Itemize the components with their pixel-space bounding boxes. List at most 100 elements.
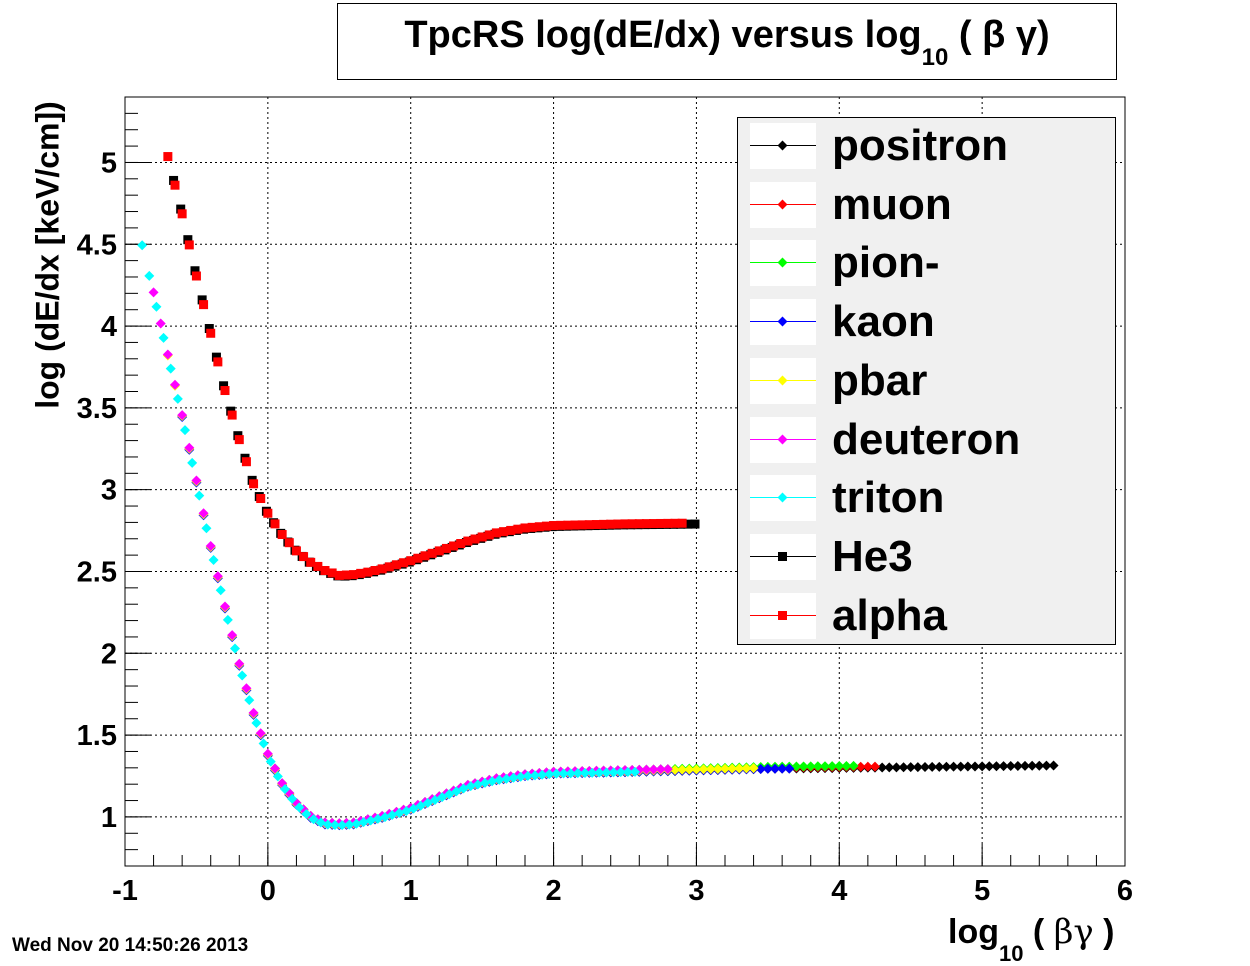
chart-title-main: TpcRS log(dE/dx) versus log [404, 14, 922, 56]
data-point-triton [522, 770, 533, 781]
data-point-alpha [177, 209, 187, 219]
data-point-pbar [720, 763, 730, 774]
data-point-muon [870, 761, 880, 772]
data-point-alpha [563, 520, 573, 530]
x-tick-label: 2 [546, 875, 562, 907]
data-point-triton [301, 808, 312, 819]
data-point-alpha [534, 522, 544, 532]
legend-swatch-marker [777, 434, 788, 444]
legend-label: alpha [832, 590, 947, 640]
data-point-pion- [827, 761, 838, 772]
y-tick-label: 2 [101, 638, 117, 670]
data-point-triton [622, 767, 633, 778]
data-point-alpha [541, 521, 551, 531]
data-point-triton [551, 768, 562, 779]
data-point-pion- [820, 761, 830, 772]
data-point-kaon [770, 763, 780, 774]
data-point-triton [587, 767, 598, 778]
data-point-alpha [484, 530, 494, 540]
legend-swatch [750, 416, 816, 463]
data-point-alpha [184, 240, 194, 250]
data-point-kaon [755, 763, 766, 774]
data-point-alpha [477, 532, 487, 542]
data-point-triton [344, 819, 355, 830]
data-point-deuteron [212, 571, 223, 582]
data-point-alpha [320, 566, 330, 576]
data-point-triton [337, 820, 348, 831]
data-point-deuteron [255, 728, 266, 739]
data-point-pbar [727, 763, 738, 774]
data-point-pion- [798, 761, 809, 772]
data-point-alpha [670, 518, 680, 528]
data-point-alpha [227, 410, 237, 420]
x-axis-title-greek: βγ [1053, 912, 1094, 952]
data-point-alpha [313, 561, 323, 571]
data-point-pbar [741, 763, 752, 774]
x-axis-title-post: ( [1023, 913, 1054, 951]
chart-title-rest: ( β γ) [948, 14, 1050, 56]
data-point-deuteron [162, 349, 173, 360]
data-point-pbar [684, 764, 695, 775]
data-point-kaon [777, 763, 788, 774]
data-point-deuteron [662, 764, 673, 775]
data-point-triton [487, 776, 498, 787]
y-tick-label: 3 [101, 475, 117, 507]
x-tick-label: 5 [974, 875, 990, 907]
tick-labels: -1 0 1 2 3 4 5 6 1 1.5 2 2.5 3 3.5 4 4.5 5 [77, 147, 1133, 907]
y-tick-label: 3.5 [77, 393, 117, 425]
data-point-positron [991, 761, 1002, 772]
y-tick-label: 4.5 [77, 229, 117, 261]
legend-swatch [750, 181, 816, 228]
data-point-triton [372, 813, 383, 824]
data-point-triton [251, 717, 262, 728]
legend-swatch-marker [778, 551, 787, 561]
legend-item-kaon: kaon [738, 295, 1117, 354]
chart-title: TpcRS log(dE/dx) versus log10 ( β γ) [338, 14, 1116, 71]
data-point-alpha [213, 357, 223, 367]
data-point-positron [998, 761, 1009, 772]
x-axis-title-pre: log [948, 913, 999, 951]
data-point-positron [934, 761, 945, 772]
data-point-triton [158, 332, 169, 343]
data-point-alpha [334, 570, 344, 580]
legend-swatch-marker [777, 257, 788, 268]
data-point-alpha [199, 300, 209, 310]
data-point-alpha [470, 534, 480, 544]
y-axis-title: log (dE/dx [keV/cm]) [29, 101, 66, 409]
legend-label: triton [832, 473, 945, 523]
data-point-deuteron [155, 318, 166, 329]
data-point-alpha [434, 546, 444, 556]
data-point-pion- [848, 760, 859, 771]
data-point-positron [977, 761, 988, 772]
data-point-alpha [491, 528, 501, 538]
legend-item-pbar: pbar [738, 354, 1117, 413]
data-point-deuteron [241, 683, 252, 694]
data-point-triton [258, 738, 269, 749]
data-point-alpha [656, 518, 666, 528]
data-point-triton [308, 814, 319, 825]
data-point-alpha [306, 557, 316, 567]
data-point-triton [294, 802, 305, 813]
data-point-triton [244, 695, 255, 706]
data-point-alpha [549, 521, 559, 531]
data-point-positron [962, 761, 973, 772]
data-point-triton [444, 789, 455, 800]
data-point-triton [494, 774, 505, 785]
data-point-triton [222, 614, 233, 625]
legend-swatch-marker [777, 492, 788, 503]
data-point-deuteron [248, 707, 259, 718]
data-point-positron [1048, 760, 1059, 771]
y-tick-label: 4 [101, 311, 117, 343]
data-point-He3 [169, 175, 179, 185]
data-point-positron [891, 762, 902, 773]
legend-item-muon: muon [738, 178, 1117, 237]
data-point-triton [615, 767, 626, 778]
data-point-alpha [556, 520, 566, 530]
data-point-triton [194, 490, 205, 501]
data-point-alpha [606, 519, 616, 529]
data-point-alpha [677, 518, 687, 528]
data-point-deuteron [234, 658, 245, 669]
y-tick-label: 1.5 [77, 720, 117, 752]
data-point-positron [1020, 760, 1030, 771]
data-point-triton [315, 817, 326, 828]
